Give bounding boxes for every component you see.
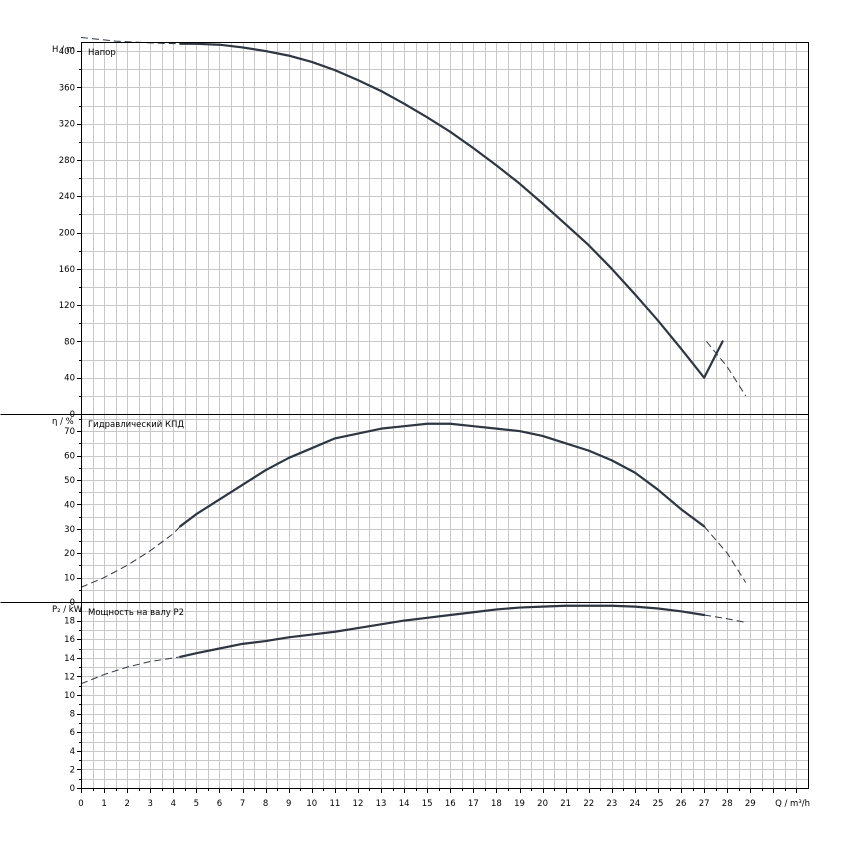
x-tick-label: 3 (148, 799, 153, 809)
y-tick-label: 12 (64, 672, 75, 682)
chart-panel-2: 010203040506070η / %Гидравлический КПД (0, 417, 808, 608)
plot-frame (81, 42, 809, 789)
x-tick-label: 15 (422, 799, 433, 809)
x-tick-label: 27 (699, 799, 710, 809)
y-tick-label: 80 (64, 337, 75, 347)
curve-operating-range (179, 604, 706, 658)
x-tick-label: 24 (629, 799, 640, 809)
x-tick-label: 21 (560, 799, 571, 809)
y-tick-label: 16 (64, 635, 75, 645)
x-tick-label: 1 (101, 799, 106, 809)
y-tick-label: 8 (70, 710, 75, 720)
x-tick-label: 14 (399, 799, 410, 809)
curve-extrapolated (80, 36, 181, 45)
chart-panel-3: 0 2 4 6 8 10 12 14 16 18 P₂ / kW Мощность на валу P… (52, 604, 808, 794)
x-tick-label: 7 (240, 799, 245, 809)
x-tick-label: 18 (491, 799, 502, 809)
y-tick-label: 240 (59, 192, 75, 202)
panel-title: Мощность на валу P2 (88, 608, 184, 618)
y-tick-label: 160 (59, 265, 75, 275)
x-tick-label: 19 (514, 799, 525, 809)
y-tick-label: 280 (59, 156, 75, 166)
x-tick-label: 13 (376, 799, 387, 809)
x-tick-label: 17 (468, 799, 479, 809)
y-tick-label: 10 (64, 691, 75, 701)
y-tick-label: 320 (59, 120, 75, 130)
x-tick-label: 2 (124, 799, 129, 809)
y-tick-label: 60 (64, 452, 75, 462)
curve-operating-range (179, 422, 706, 528)
x-axis-label: Q / m³/h (775, 799, 810, 809)
y-tick-label: 40 (64, 500, 75, 510)
x-tick-label: 8 (263, 799, 268, 809)
panel-title: Напор (88, 48, 116, 58)
x-axis: 0 1 2 3 4 5 6 7 8 9 10 11 12 13 14 15 16 17 18 19 20 21 22 23 24… (78, 788, 810, 809)
y-tick-label: 70 (64, 427, 75, 437)
y-tick-label: 360 (59, 83, 75, 93)
x-tick-label: 4 (171, 799, 176, 809)
x-tick-label: 9 (286, 799, 291, 809)
y-axis-label: η / % (52, 417, 74, 427)
y-tick-label: 120 (59, 301, 75, 311)
x-tick-label: 12 (353, 799, 364, 809)
y-tick-label: 4 (70, 747, 75, 757)
x-tick-label: 26 (676, 799, 687, 809)
x-tick-label: 11 (329, 799, 340, 809)
y-tick-label: 200 (59, 229, 75, 239)
x-tick-label: 29 (745, 799, 756, 809)
x-tick-label: 20 (537, 799, 548, 809)
x-tick-label: 22 (583, 799, 594, 809)
x-tick-label: 28 (722, 799, 733, 809)
x-tick-label: 10 (306, 799, 317, 809)
y-tick-label: 40 (64, 374, 75, 384)
y-tick-label: 30 (64, 525, 75, 535)
curve-extrapolated (704, 614, 746, 623)
x-tick-label: 16 (445, 799, 456, 809)
y-tick-label: 10 (64, 574, 75, 584)
x-tick-label: 0 (78, 799, 83, 809)
x-tick-label: 23 (606, 799, 617, 809)
y-tick-label: 6 (70, 728, 75, 738)
y-tick-label: 400 (59, 47, 75, 57)
y-axis-label: H / m (52, 45, 75, 55)
x-tick-label: 6 (217, 799, 222, 809)
y-tick-label: 18 (64, 617, 75, 627)
panel-title: Гидравлический КПД (88, 420, 184, 430)
x-tick-label: 5 (194, 799, 199, 809)
y-axis-label: P₂ / kW (52, 605, 83, 615)
y-tick-label: 20 (64, 549, 75, 559)
curve-operating-range (179, 42, 724, 379)
x-tick-label: 25 (653, 799, 664, 809)
curve-extrapolated (706, 341, 747, 397)
y-tick-label: 50 (64, 476, 75, 486)
curve-extrapolated (703, 525, 747, 583)
curve-extrapolated (80, 656, 181, 685)
y-tick-label: 14 (64, 654, 75, 664)
y-tick-label: 2 (70, 765, 75, 775)
y-tick-label: 0 (70, 784, 75, 794)
